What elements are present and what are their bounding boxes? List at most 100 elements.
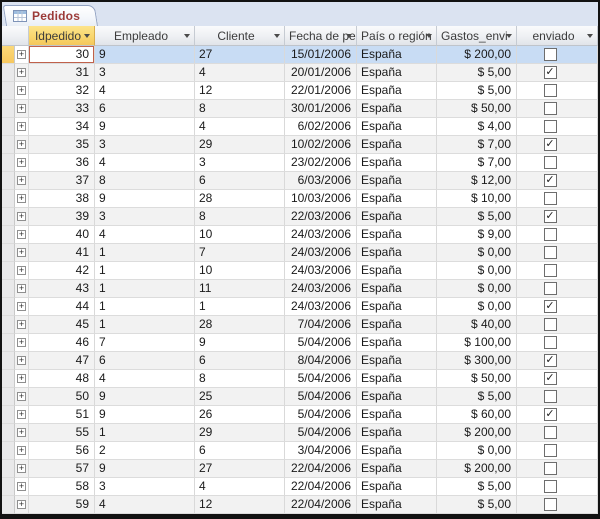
cell-fecha[interactable]: 30/01/2006 [285, 100, 357, 118]
cell-id[interactable]: 51 [29, 406, 95, 424]
cell-pais[interactable]: España [357, 388, 437, 406]
checkbox-unchecked-icon[interactable] [543, 102, 557, 115]
cell-id[interactable]: 50 [29, 388, 95, 406]
cell-fecha[interactable]: 7/04/2006 [285, 316, 357, 334]
record-selector[interactable] [2, 262, 15, 280]
column-header-fecha[interactable]: Fecha de pe [285, 26, 357, 46]
cell-empleado[interactable]: 4 [95, 496, 195, 514]
checkbox-unchecked-icon[interactable] [543, 156, 557, 169]
column-header-cliente[interactable]: Cliente [195, 26, 285, 46]
record-selector[interactable] [2, 316, 15, 334]
cell-fecha[interactable]: 5/04/2006 [285, 370, 357, 388]
cell-fecha[interactable]: 8/04/2006 [285, 352, 357, 370]
cell-enviado[interactable] [517, 244, 598, 262]
cell-gastos[interactable]: $ 5,00 [437, 478, 517, 496]
cell-fecha[interactable]: 5/04/2006 [285, 406, 357, 424]
cell-enviado[interactable] [517, 442, 598, 460]
cell-pais[interactable]: España [357, 478, 437, 496]
cell-id[interactable]: 48 [29, 370, 95, 388]
cell-gastos[interactable]: $ 50,00 [437, 370, 517, 388]
expand-plus-icon[interactable] [17, 410, 26, 419]
cell-id[interactable]: 32 [29, 82, 95, 100]
record-selector[interactable] [2, 298, 15, 316]
cell-fecha[interactable]: 6/02/2006 [285, 118, 357, 136]
cell-empleado[interactable]: 4 [95, 82, 195, 100]
cell-fecha[interactable]: 20/01/2006 [285, 64, 357, 82]
cell-gastos[interactable]: $ 4,00 [437, 118, 517, 136]
checkbox-unchecked-icon[interactable] [543, 282, 557, 295]
cell-gastos[interactable]: $ 5,00 [437, 208, 517, 226]
cell-gastos[interactable]: $ 5,00 [437, 82, 517, 100]
cell-fecha[interactable]: 22/01/2006 [285, 82, 357, 100]
cell-id[interactable]: 31 [29, 64, 95, 82]
cell-cliente[interactable]: 4 [195, 64, 285, 82]
record-selector[interactable] [2, 100, 15, 118]
expand-plus-icon[interactable] [17, 500, 26, 509]
cell-id[interactable]: 58 [29, 478, 95, 496]
record-selector[interactable] [2, 244, 15, 262]
expand-plus-icon[interactable] [17, 104, 26, 113]
cell-gastos[interactable]: $ 50,00 [437, 100, 517, 118]
cell-id[interactable]: 33 [29, 100, 95, 118]
cell-enviado[interactable] [517, 388, 598, 406]
cell-pais[interactable]: España [357, 64, 437, 82]
record-selector-current[interactable] [2, 46, 15, 64]
checkbox-unchecked-icon[interactable] [543, 192, 557, 205]
cell-gastos[interactable]: $ 200,00 [437, 424, 517, 442]
cell-gastos[interactable]: $ 40,00 [437, 316, 517, 334]
cell-fecha[interactable]: 22/03/2006 [285, 208, 357, 226]
cell-enviado[interactable] [517, 352, 598, 370]
cell-fecha[interactable]: 6/03/2006 [285, 172, 357, 190]
expand-plus-icon[interactable] [17, 374, 26, 383]
cell-id[interactable]: 47 [29, 352, 95, 370]
cell-cliente[interactable]: 8 [195, 208, 285, 226]
cell-fecha[interactable]: 24/03/2006 [285, 262, 357, 280]
checkbox-unchecked-icon[interactable] [543, 462, 557, 475]
checkbox-unchecked-icon[interactable] [543, 264, 557, 277]
checkbox-unchecked-icon[interactable] [543, 84, 557, 97]
cell-gastos[interactable]: $ 200,00 [437, 46, 517, 64]
expand-plus-icon[interactable] [17, 230, 26, 239]
cell-empleado[interactable]: 9 [95, 190, 195, 208]
cell-fecha[interactable]: 23/02/2006 [285, 154, 357, 172]
cell-enviado[interactable] [517, 100, 598, 118]
record-selector[interactable] [2, 172, 15, 190]
filter-dropdown-icon[interactable] [426, 34, 432, 38]
checkbox-checked-icon[interactable] [543, 138, 557, 151]
cell-enviado[interactable] [517, 334, 598, 352]
cell-id[interactable]: 35 [29, 136, 95, 154]
cell-empleado[interactable]: 1 [95, 298, 195, 316]
expand-plus-icon[interactable] [17, 428, 26, 437]
cell-id[interactable]: 38 [29, 190, 95, 208]
cell-pais[interactable]: España [357, 316, 437, 334]
cell-gastos[interactable]: $ 100,00 [437, 334, 517, 352]
cell-empleado[interactable]: 3 [95, 208, 195, 226]
expand-plus-icon[interactable] [17, 176, 26, 185]
cell-pais[interactable]: España [357, 442, 437, 460]
cell-id[interactable]: 40 [29, 226, 95, 244]
cell-cliente[interactable]: 12 [195, 496, 285, 514]
cell-empleado[interactable]: 3 [95, 478, 195, 496]
checkbox-unchecked-icon[interactable] [543, 498, 557, 511]
cell-empleado[interactable]: 1 [95, 244, 195, 262]
cell-cliente[interactable]: 4 [195, 478, 285, 496]
cell-enviado[interactable] [517, 46, 598, 64]
cell-pais[interactable]: España [357, 406, 437, 424]
checkbox-checked-icon[interactable] [543, 372, 557, 385]
cell-cliente[interactable]: 8 [195, 100, 285, 118]
record-selector[interactable] [2, 406, 15, 424]
record-selector[interactable] [2, 496, 15, 514]
expand-plus-icon[interactable] [17, 482, 26, 491]
cell-fecha[interactable]: 5/04/2006 [285, 388, 357, 406]
cell-fecha[interactable]: 5/04/2006 [285, 424, 357, 442]
expand-plus-icon[interactable] [17, 194, 26, 203]
cell-gastos[interactable]: $ 5,00 [437, 64, 517, 82]
cell-pais[interactable]: España [357, 172, 437, 190]
record-selector[interactable] [2, 154, 15, 172]
cell-cliente[interactable]: 10 [195, 226, 285, 244]
checkbox-unchecked-icon[interactable] [543, 246, 557, 259]
cell-id[interactable]: 41 [29, 244, 95, 262]
cell-gastos[interactable]: $ 0,00 [437, 442, 517, 460]
cell-empleado[interactable]: 1 [95, 424, 195, 442]
expand-plus-icon[interactable] [17, 284, 26, 293]
